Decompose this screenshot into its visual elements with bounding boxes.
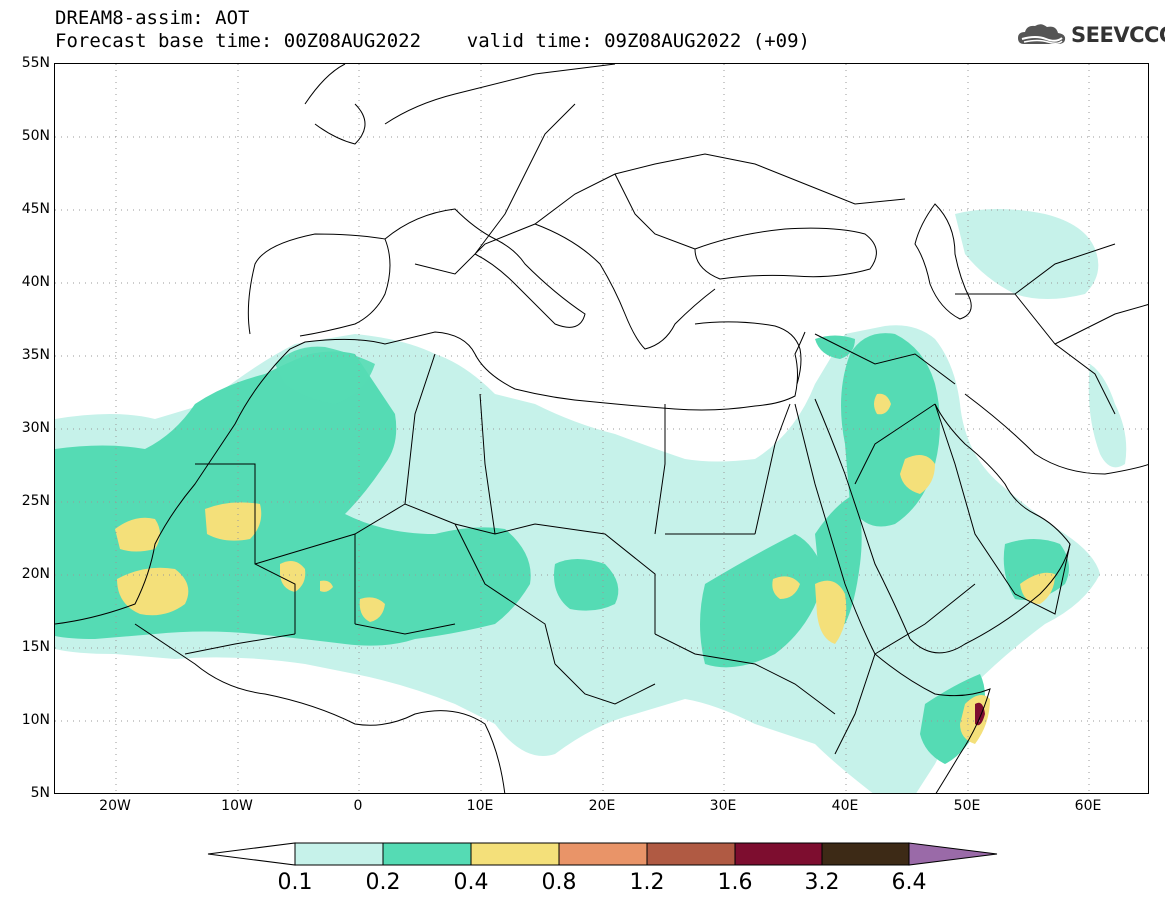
colorbar-label: 0.8 [541, 870, 577, 895]
lon-label: 40E [831, 798, 859, 814]
lat-label: 50N [21, 128, 50, 144]
colorbar-label: 3.2 [804, 870, 840, 895]
map-title: DREAM8-assim: AOT [55, 7, 250, 29]
colorbar-segment [294, 842, 384, 866]
colorbar-segment [734, 842, 823, 866]
colorbar-over-triangle [908, 842, 998, 866]
colorbar-segment [382, 842, 472, 866]
lon-label: 50E [953, 798, 981, 814]
lat-label: 45N [21, 201, 50, 217]
lat-label: 10N [21, 712, 50, 728]
colorbar-label: 6.4 [891, 870, 927, 895]
lat-label: 35N [21, 347, 50, 363]
logo-text: SEEVCCC [1071, 23, 1165, 47]
lon-label: 30E [709, 798, 737, 814]
lon-label: 10E [466, 798, 494, 814]
aot-map [55, 64, 1148, 793]
lat-label: 40N [21, 274, 50, 290]
map-area[interactable] [54, 63, 1149, 794]
lon-label: 10W [221, 798, 253, 814]
cloud-logo-icon [1018, 24, 1066, 45]
lat-label: 30N [21, 420, 50, 436]
lon-label: 60E [1074, 798, 1102, 814]
aot-shading-1.6 [975, 702, 985, 726]
lat-label: 5N [30, 785, 50, 801]
colorbar-label: 0.1 [277, 870, 313, 895]
colorbar [207, 842, 998, 866]
lat-label: 20N [21, 566, 50, 582]
lon-label: 0 [353, 798, 363, 814]
colorbar-segment [558, 842, 648, 866]
lon-label: 20W [99, 798, 131, 814]
colorbar-label: 0.2 [365, 870, 401, 895]
colorbar-segment [821, 842, 910, 866]
lat-label: 25N [21, 493, 50, 509]
coastlines [55, 64, 1148, 793]
lat-label: 55N [21, 55, 50, 71]
aot-shading-0.4 [115, 393, 1055, 744]
colorbar-under-triangle [207, 842, 296, 866]
colorbar-segment [470, 842, 560, 866]
lat-label: 15N [21, 639, 50, 655]
lon-label: 20E [588, 798, 616, 814]
colorbar-segment [646, 842, 736, 866]
graticule [55, 64, 1148, 793]
forecast-times: Forecast base time: 00Z08AUG2022 valid t… [55, 30, 810, 52]
colorbar-label: 1.6 [717, 870, 753, 895]
colorbar-label: 1.2 [629, 870, 665, 895]
seevccc-logo: SEEVCCC [1016, 22, 1165, 48]
colorbar-label: 0.4 [453, 870, 489, 895]
